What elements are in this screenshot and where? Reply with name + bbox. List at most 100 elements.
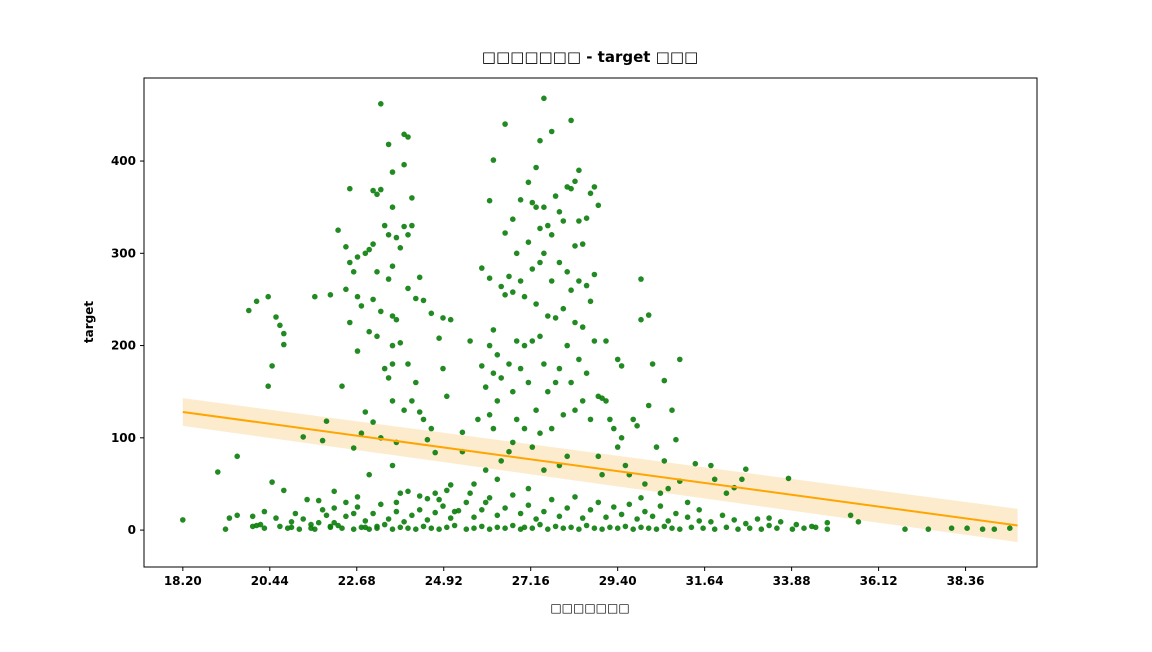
data-point: [548, 496, 555, 503]
data-point: [529, 338, 536, 344]
data-point: [401, 519, 407, 525]
data-point: [506, 361, 512, 367]
data-point: [420, 297, 427, 304]
data-point: [618, 363, 625, 369]
data-point: [614, 356, 621, 363]
data-point: [537, 259, 543, 266]
data-point: [847, 512, 854, 519]
data-point: [692, 460, 699, 467]
data-point: [548, 128, 555, 135]
data-point: [533, 407, 539, 414]
data-point: [599, 395, 605, 402]
data-point: [638, 524, 644, 531]
data-point: [343, 286, 349, 293]
data-point: [350, 510, 357, 517]
data-point: [436, 496, 442, 503]
data-point: [548, 232, 555, 238]
data-point: [777, 519, 784, 525]
data-point: [564, 505, 570, 511]
x-axis: 18.20 20.44 22.68 24.92 27.16 29.40 31.64 33.88…: [164, 567, 985, 588]
data-point: [537, 225, 543, 232]
data-point: [428, 310, 435, 317]
data-point: [420, 416, 427, 423]
data-point: [614, 444, 621, 450]
data-point: [389, 204, 396, 210]
data-point: [513, 338, 520, 344]
data-point: [521, 293, 528, 300]
data-point: [556, 209, 563, 215]
data-point: [529, 525, 536, 531]
y-axis-label: target: [82, 301, 96, 343]
data-point: [327, 292, 334, 298]
data-point: [378, 186, 384, 193]
data-point: [350, 526, 357, 532]
x-tick-label: 18.20: [164, 574, 202, 588]
data-point: [766, 522, 772, 529]
data-point: [723, 524, 730, 531]
data-point: [444, 393, 450, 400]
data-point: [595, 499, 602, 506]
data-point: [350, 445, 357, 451]
data-point: [405, 134, 411, 140]
data-point: [389, 398, 396, 404]
data-point: [552, 315, 559, 321]
data-point: [366, 526, 373, 532]
data-point: [964, 525, 970, 531]
data-point: [564, 453, 570, 460]
data-point: [486, 342, 493, 349]
data-point: [991, 526, 998, 532]
data-point: [486, 495, 493, 501]
data-point: [552, 379, 559, 386]
data-point: [595, 202, 602, 209]
data-point: [645, 312, 652, 318]
data-point: [381, 365, 388, 372]
data-point: [335, 227, 341, 233]
data-point: [618, 511, 625, 518]
data-point: [677, 356, 683, 363]
data-point: [486, 526, 493, 532]
data-point: [513, 416, 520, 423]
data-point: [350, 269, 357, 275]
data-point: [405, 488, 411, 495]
data-point: [226, 515, 233, 521]
data-point: [688, 524, 695, 531]
data-point: [482, 499, 489, 506]
data-point: [731, 517, 737, 523]
data-point: [234, 453, 240, 460]
data-point: [370, 296, 376, 303]
data-point: [517, 365, 524, 372]
data-point: [576, 218, 582, 224]
data-point: [397, 524, 404, 531]
data-point: [494, 476, 501, 483]
data-point: [253, 298, 260, 305]
data-point: [249, 513, 256, 520]
scatter-points: [180, 95, 1013, 532]
x-tick-label: 22.68: [338, 574, 376, 588]
data-point: [537, 430, 543, 437]
data-point: [711, 476, 718, 483]
data-point: [766, 515, 772, 521]
data-point: [428, 525, 435, 531]
data-point: [490, 157, 497, 163]
data-point: [479, 523, 485, 530]
data-point: [541, 95, 547, 102]
y-tick-label: 0: [128, 523, 136, 537]
data-point: [708, 462, 714, 469]
data-point: [281, 341, 287, 348]
data-point: [576, 526, 582, 532]
data-point: [638, 276, 644, 282]
data-point: [447, 515, 454, 521]
data-point: [576, 356, 582, 363]
data-point: [645, 402, 652, 409]
data-point: [642, 481, 648, 487]
data-point: [292, 510, 299, 517]
data-point: [343, 244, 349, 250]
data-point: [743, 466, 749, 473]
data-point: [743, 520, 749, 527]
data-point: [471, 514, 477, 520]
data-point: [824, 519, 831, 526]
data-point: [591, 184, 598, 190]
data-point: [265, 383, 272, 390]
data-point: [362, 518, 369, 524]
